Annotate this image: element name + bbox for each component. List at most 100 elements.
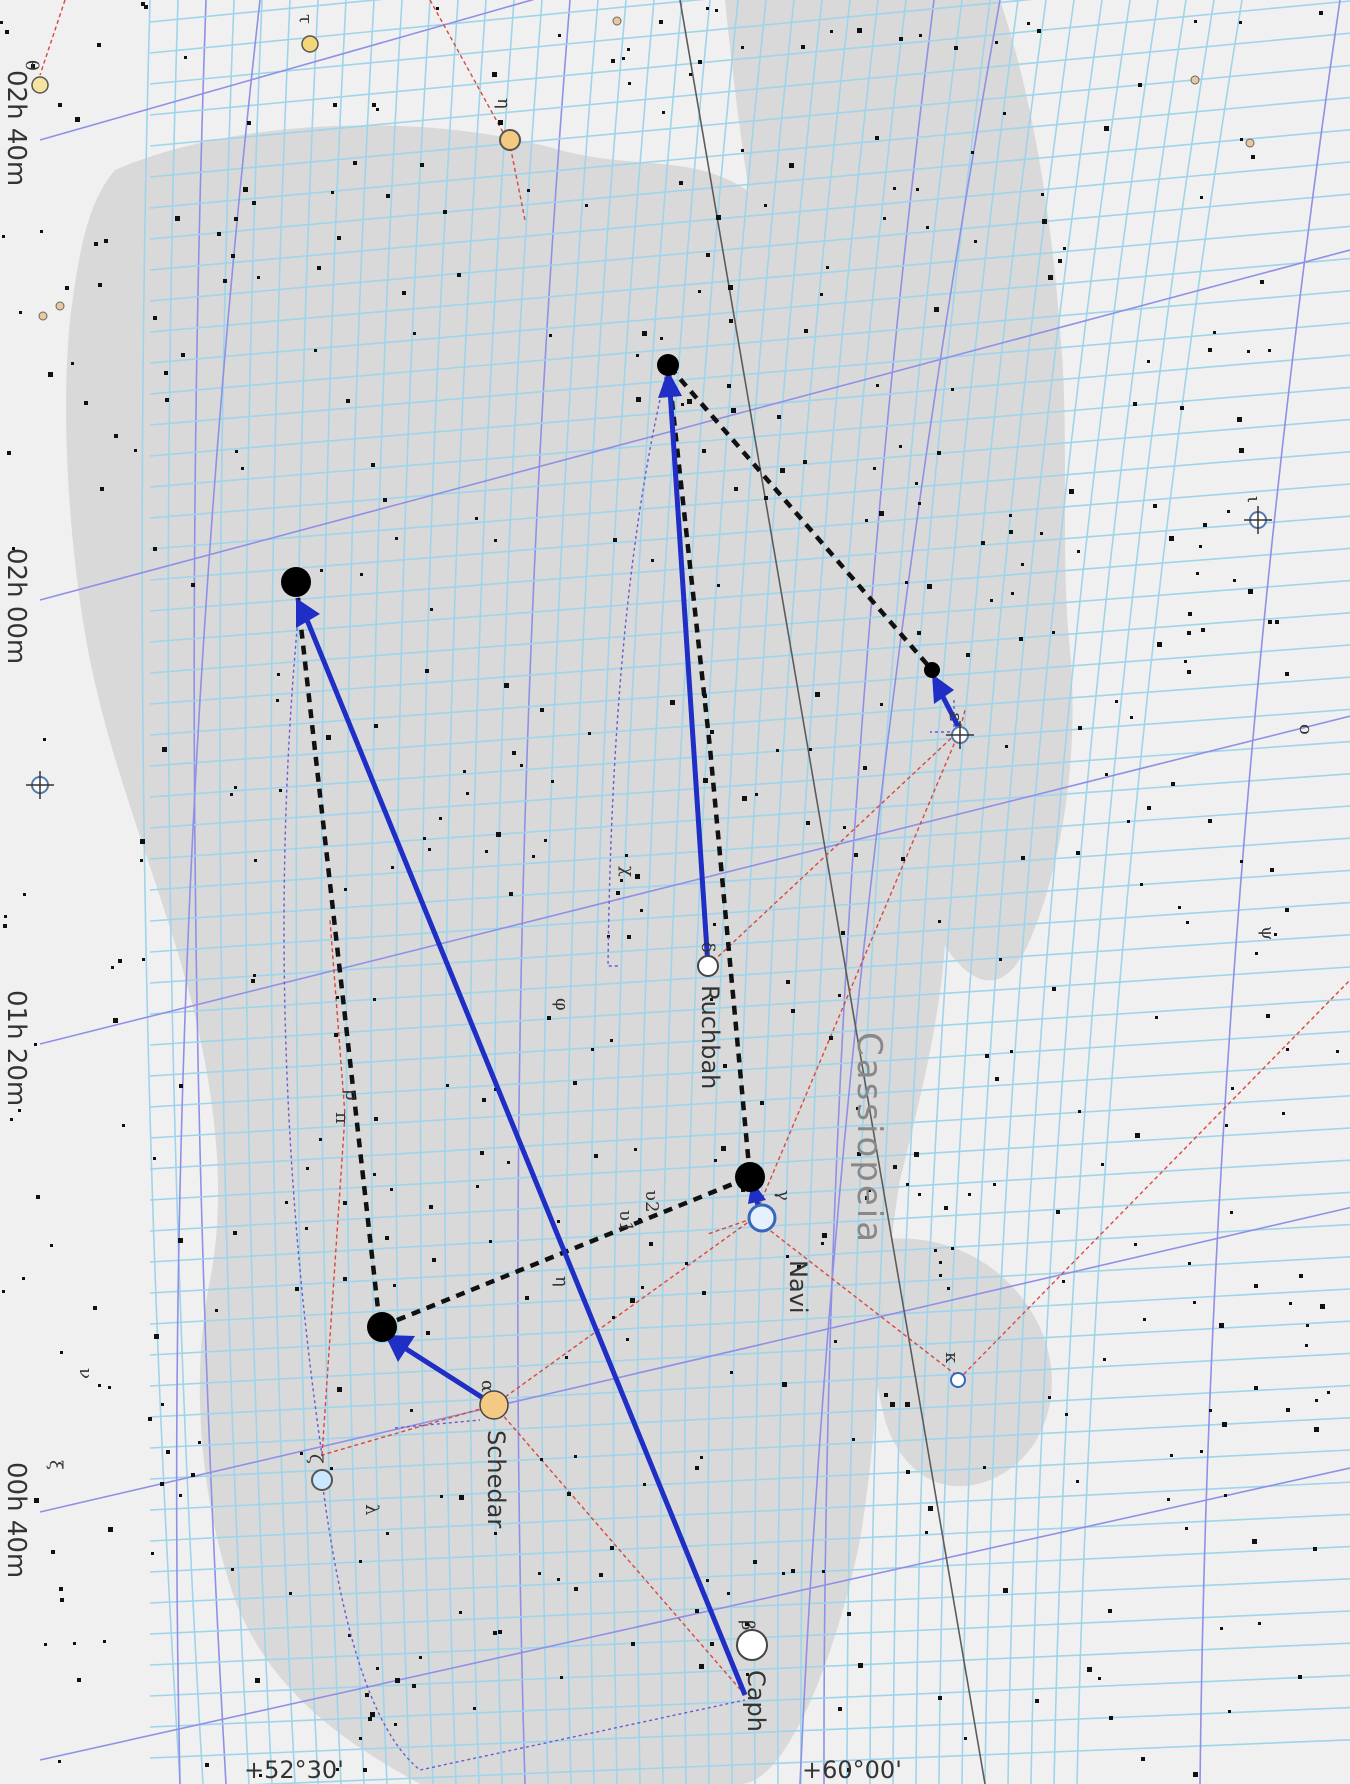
field-star [631,1642,635,1646]
field-star [1155,1016,1158,1019]
field-star [51,1550,55,1554]
field-star [567,1492,571,1496]
field-star [1141,1757,1145,1761]
greek-labels: α β γ δ ε θ η τ ι ο ψ φ χ ν ξ π ρ κ ζ λ … [21,14,1316,1630]
field-star [620,879,623,882]
field-star [277,673,280,676]
greek-upsilon1: υ1 [615,1210,636,1232]
eta-star-icon [499,129,521,151]
field-star [627,48,630,51]
field-star [983,1466,986,1469]
field-star [858,1663,863,1668]
declination-line [270,0,296,1784]
field-star [475,517,478,520]
field-star [164,371,168,375]
field-star [731,408,736,413]
ra-fine-line [149,1481,1350,1542]
field-star [906,1183,909,1186]
future-navi [735,1162,765,1192]
field-star [698,60,702,64]
field-star [1078,1110,1081,1113]
field-star [466,792,469,795]
field-star [974,240,977,243]
variable-star-icon-3 [26,771,54,799]
field-star [1286,1408,1290,1412]
field-star [727,384,731,388]
field-star [440,1495,443,1498]
field-star [1336,1050,1339,1053]
field-star [1048,275,1053,280]
greek-phi: φ [551,998,572,1011]
greek-pi: π [331,1112,352,1124]
field-star [804,329,808,333]
field-star [971,151,974,154]
field-star [160,1482,164,1486]
field-star [847,1612,851,1616]
field-star [1201,628,1205,632]
field-star [1320,1304,1325,1309]
field-star [1078,726,1082,730]
field-star [706,253,710,257]
field-star [776,749,779,752]
greek-eta: η [493,98,514,109]
field-star [337,236,341,240]
field-star [223,279,227,283]
field-star [760,1101,764,1105]
field-star [834,1340,837,1343]
declination-line [892,0,1019,1784]
ra-fine-line [149,708,1350,798]
field-star [702,1291,706,1295]
dec-major-line [799,0,1001,1784]
field-star [259,1774,262,1777]
field-star [641,1286,644,1289]
field-star [741,46,744,49]
right-ascension-grid [39,0,1350,1784]
field-star [906,1470,910,1474]
field-star [1196,572,1199,575]
tau-star-icon [301,35,319,53]
field-star [100,487,104,491]
declination-line [244,0,273,1784]
field-star [934,1249,937,1252]
field-star [1289,1302,1292,1305]
field-star [729,319,733,323]
field-star [789,163,794,168]
field-star [393,1284,396,1287]
ra-fine-line [149,1062,1350,1139]
field-star [847,1768,851,1772]
field-star [919,34,922,37]
declination-line [823,0,935,1784]
ra-fine-line [149,32,1350,147]
field-star [557,1578,560,1581]
field-star [985,1054,989,1058]
field-star [868,1189,871,1192]
field-star [1153,504,1157,508]
field-star [742,796,747,801]
field-star [947,1287,950,1290]
declination-line [730,0,823,1784]
field-star [1224,1494,1227,1497]
field-star [494,1532,497,1535]
field-star [2,235,5,238]
ra-fine-line [149,1223,1350,1294]
star-name-caph: Caph [742,1670,770,1732]
field-star [1188,1262,1191,1265]
field-star [482,1098,486,1102]
ra-fine-line [149,161,1350,271]
field-star [376,108,379,111]
field-star [295,1287,299,1291]
field-star [1052,987,1056,991]
field-star [330,1467,333,1470]
field-star [565,1356,568,1359]
field-star [643,1483,646,1486]
field-star [734,487,738,491]
field-star [1184,660,1187,663]
field-star [114,434,118,438]
ra-fine-line [149,1288,1350,1356]
reference-line [679,0,986,1784]
field-star [1268,620,1272,624]
dec-major-line [175,0,261,1784]
field-star [1319,11,1323,15]
field-star [1076,1480,1079,1483]
ra-fine-line [149,1642,1350,1697]
